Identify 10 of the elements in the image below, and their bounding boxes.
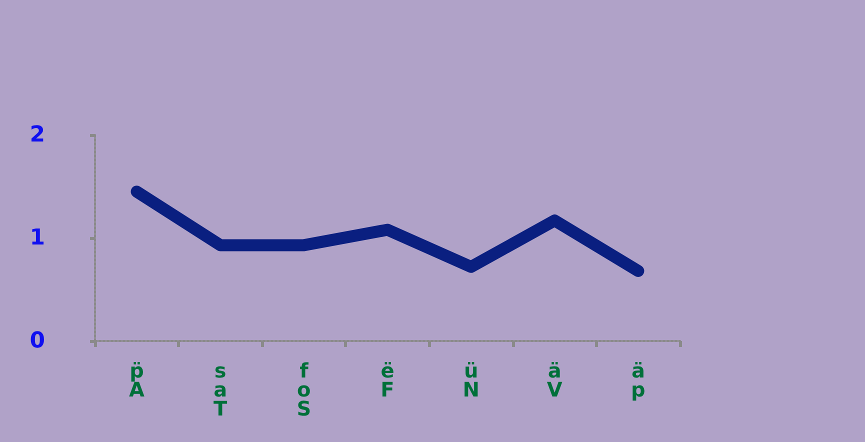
x-tick-label: ë F [380,358,394,402]
x-tick-label: p̈ A [129,358,146,402]
y-tick-label: 1 [30,226,45,250]
y-tick-label: 2 [30,122,45,148]
x-tick-label: ä p [631,358,646,402]
y-tick-label: 0 [30,328,45,354]
x-tick-label: f o S [296,358,312,420]
x-tick-label: ü N [462,358,480,402]
x-tick-label: s a T [214,358,228,420]
x-tick-label: ä V [546,358,563,402]
